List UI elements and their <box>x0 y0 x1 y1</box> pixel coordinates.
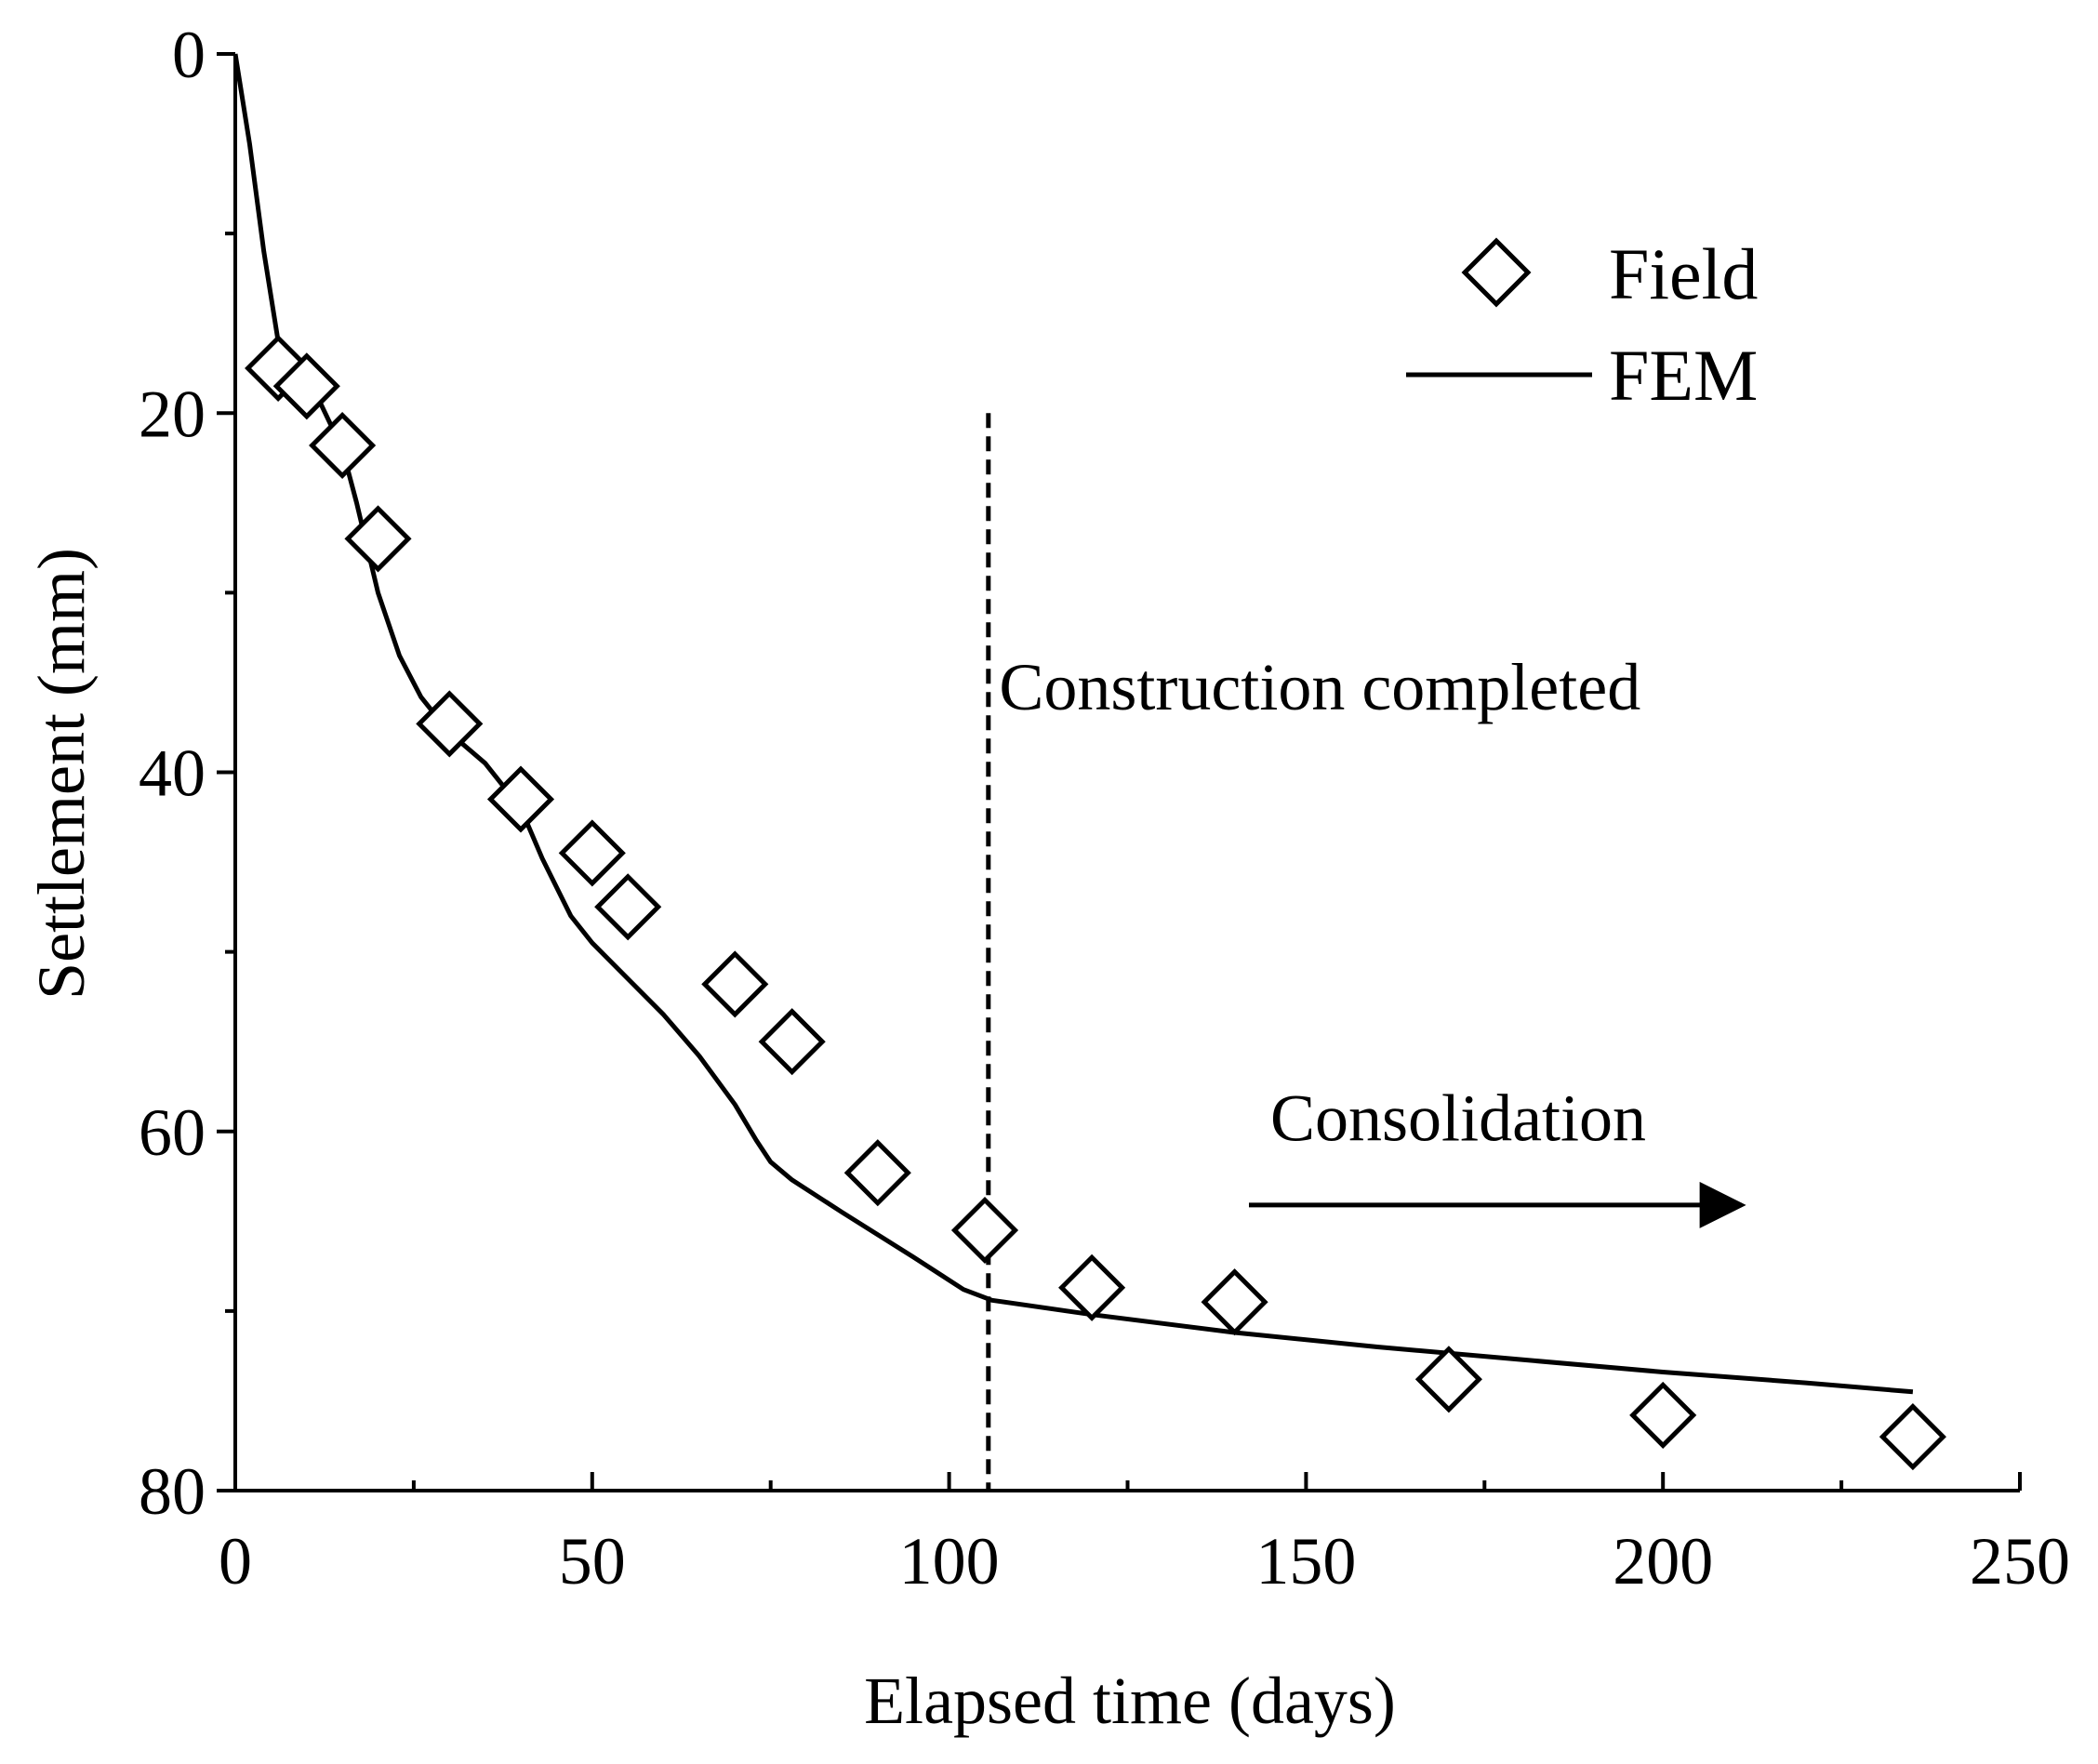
field-data-point <box>486 765 555 833</box>
y-axis-title: Settlement (mm) <box>24 548 99 1000</box>
field-data-point <box>558 819 626 887</box>
x-axis-title: Elapsed time (days) <box>864 1664 1396 1738</box>
y-tick-label: 80 <box>139 1454 206 1529</box>
field-data-point <box>272 352 340 420</box>
legend-field-diamond-icon <box>1461 237 1532 308</box>
y-axis-ticks: 0 20 40 60 80 <box>139 18 235 1529</box>
x-tick-label: 250 <box>1970 1524 2070 1598</box>
field-data-point <box>1414 1346 1482 1413</box>
field-data-point <box>758 1008 826 1076</box>
x-axis-ticks: 0 50 100 150 200 250 <box>219 1472 2070 1598</box>
y-tick-label: 60 <box>139 1095 206 1170</box>
y-tick-label: 0 <box>172 18 206 92</box>
annotation-construction-completed: Construction completed <box>999 650 1640 724</box>
x-tick-label: 100 <box>899 1524 1000 1598</box>
legend-fem-label: FEM <box>1609 335 1758 416</box>
field-data-point <box>594 873 662 941</box>
field-data-point <box>309 411 377 480</box>
field-data-point <box>1058 1253 1126 1321</box>
x-tick-label: 200 <box>1613 1524 1713 1598</box>
field-data-point <box>1879 1403 1946 1471</box>
annotation-consolidation: Consolidation <box>1270 1081 1646 1155</box>
legend-field-label: Field <box>1609 233 1758 314</box>
x-tick-label: 150 <box>1255 1524 1356 1598</box>
field-data-point <box>344 505 412 573</box>
y-tick-label: 40 <box>139 736 206 811</box>
field-data-point <box>1201 1268 1268 1336</box>
field-series-markers <box>245 334 1946 1471</box>
field-data-point <box>843 1139 911 1207</box>
field-data-point <box>416 690 484 758</box>
legend: Field FEM <box>1406 233 1758 416</box>
field-data-point <box>1629 1381 1697 1449</box>
field-data-point <box>701 950 769 1018</box>
field-data-point <box>950 1196 1019 1265</box>
y-tick-label: 20 <box>139 377 206 451</box>
x-tick-label: 0 <box>219 1524 252 1598</box>
x-tick-label: 50 <box>559 1524 626 1598</box>
